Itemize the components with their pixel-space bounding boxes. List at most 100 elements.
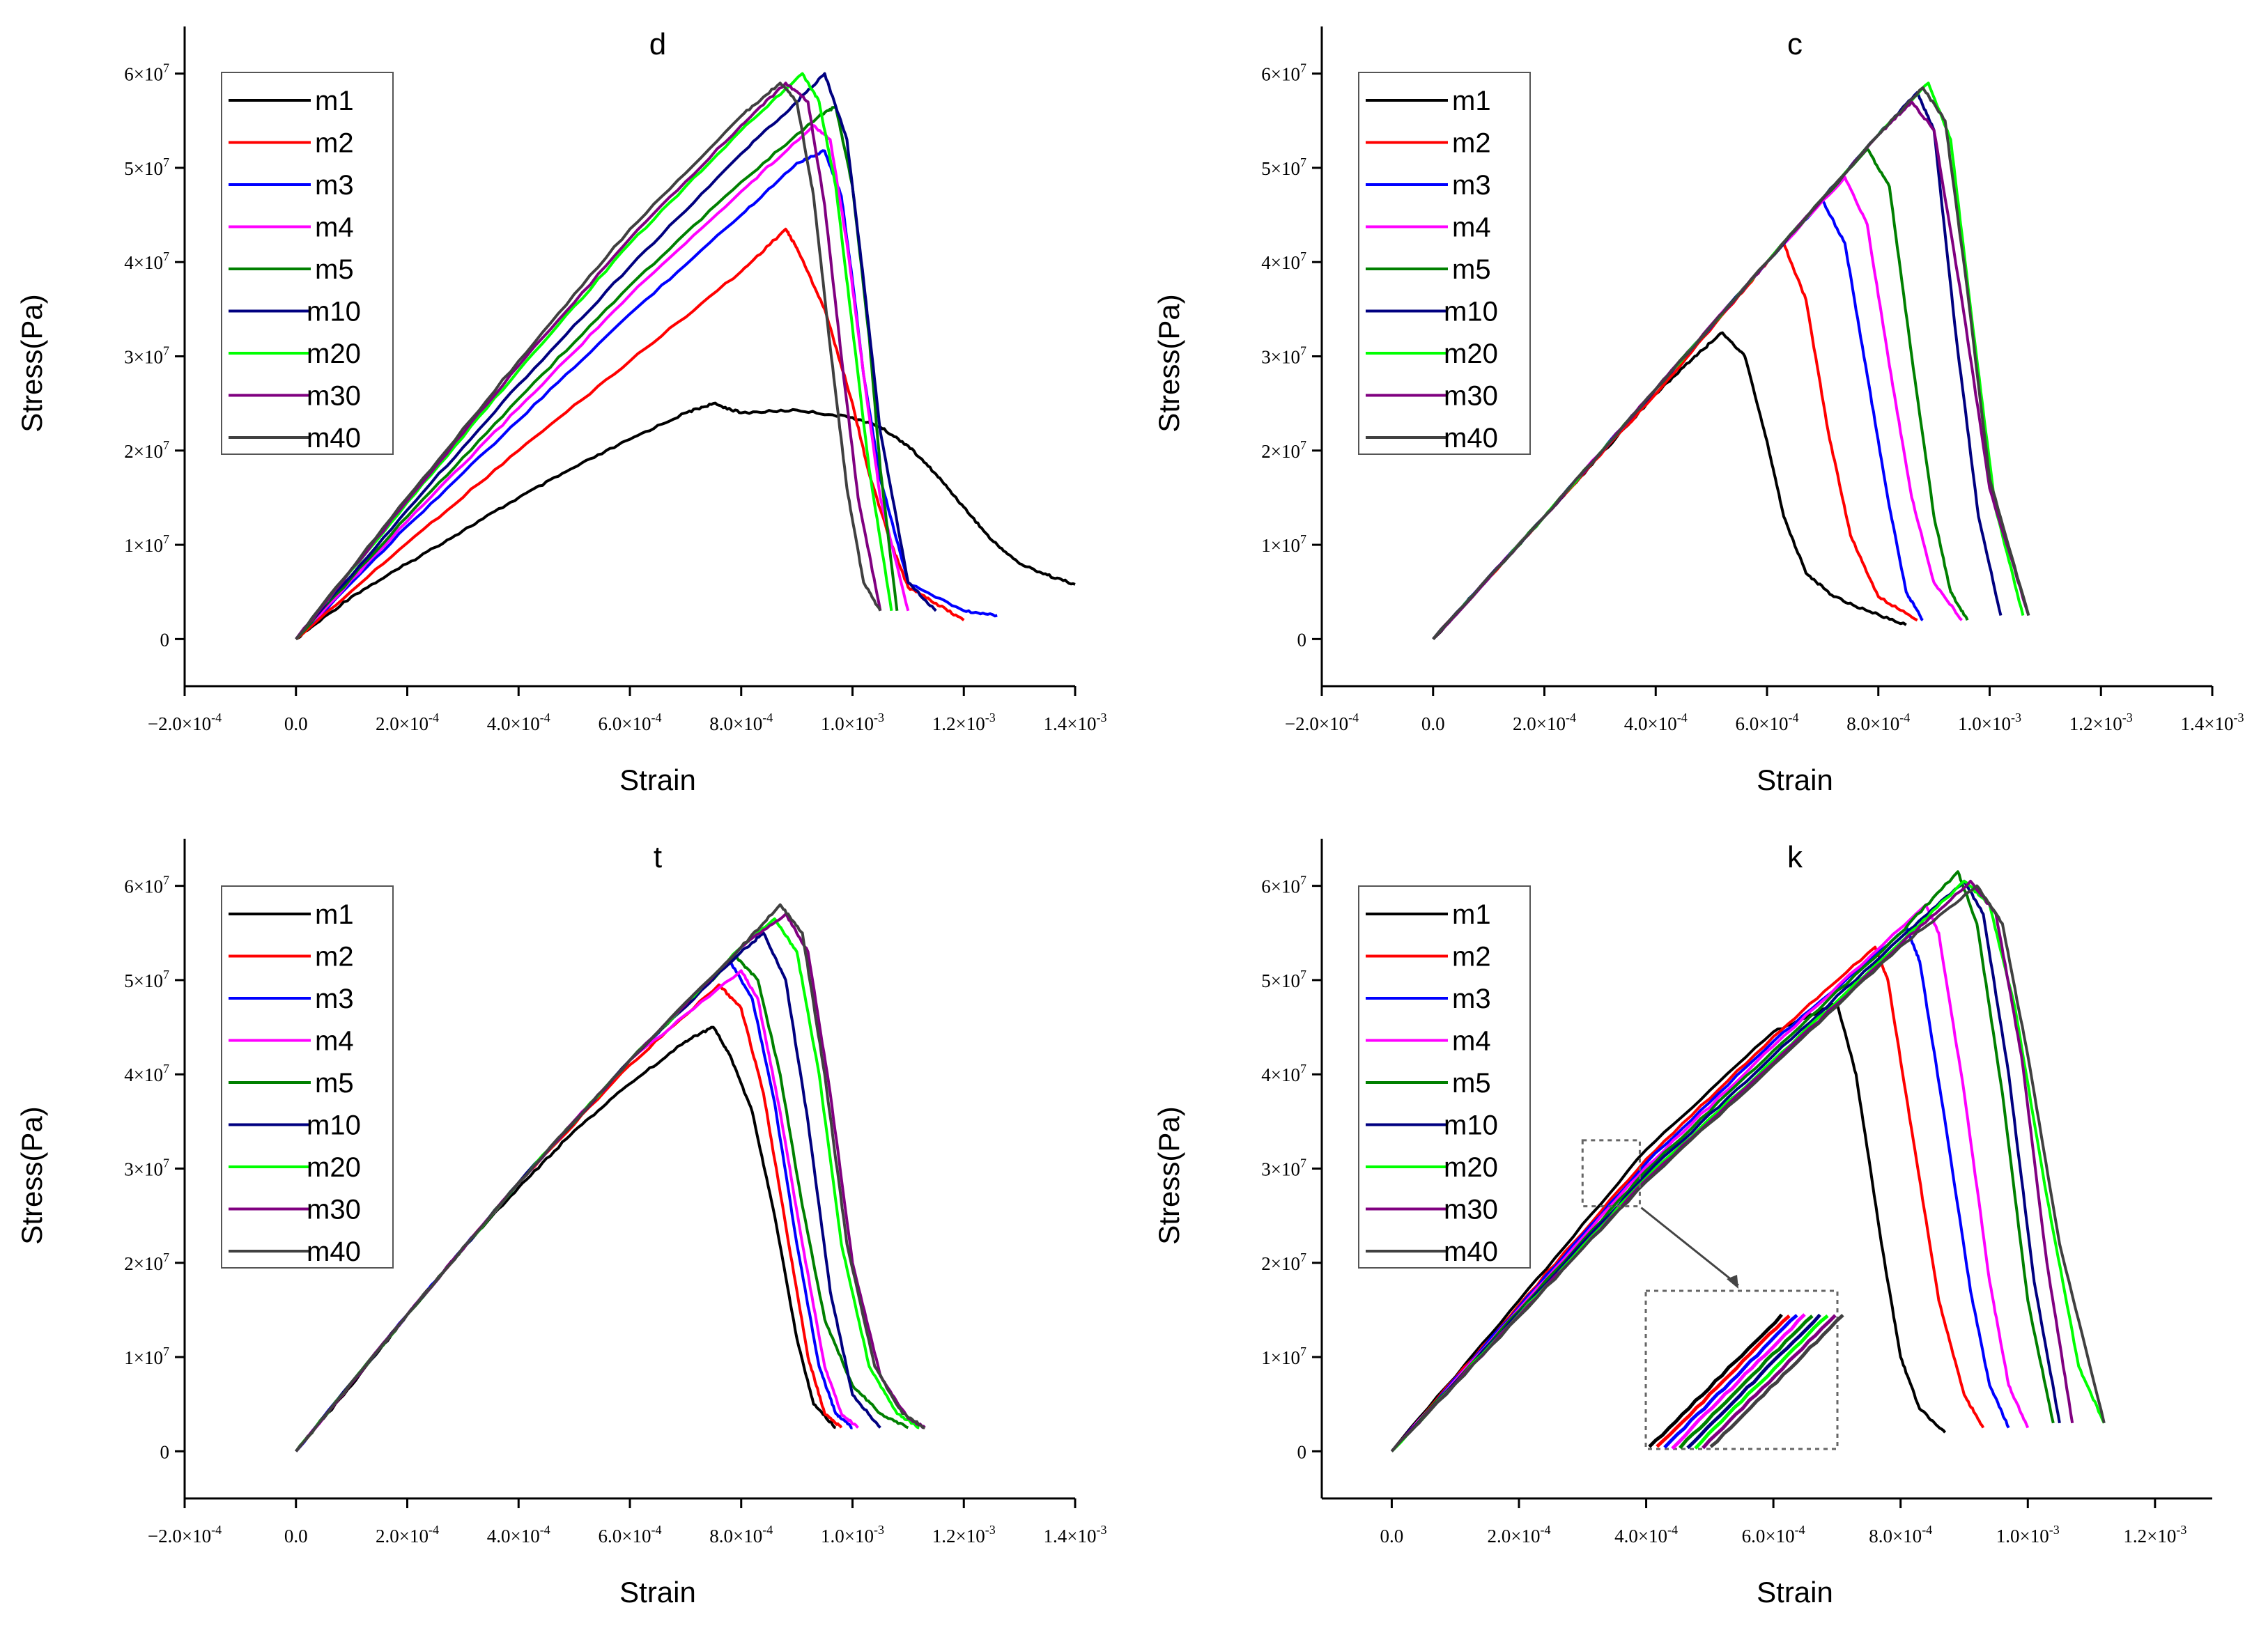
chart-panel-t: −2.0×10-4 0.0 2.0×10-4 4.0×10-4 6.0×10-4 8.0×… — [15, 839, 1106, 1608]
legend-label-m10: m10 — [307, 297, 361, 327]
legend-label-m3: m3 — [1452, 170, 1491, 201]
x-tick-label: 1.2×10-3 — [932, 1523, 996, 1546]
y-tick-label: 5×107 — [124, 155, 169, 179]
x-tick-label: 4.0×10-4 — [1614, 1523, 1678, 1546]
chart-panel-d: −2.0×10-4 0.0 2.0×10-4 4.0×10-4 6.0×10-4 8.0×… — [15, 26, 1106, 796]
x-tick-label: 8.0×10-4 — [709, 711, 773, 734]
series-line-m30 — [295, 82, 882, 640]
legend: m1 m2 m3 m4 m5 m10 m20 m30 m40 — [221, 72, 394, 455]
legend-label-m40: m40 — [307, 1236, 361, 1267]
legend-box — [221, 885, 394, 1269]
y-tick-label: 2×107 — [124, 438, 169, 462]
inset-line-m3 — [1663, 1314, 1798, 1449]
inset-line-m20 — [1694, 1314, 1829, 1450]
legend-label-m10: m10 — [1444, 297, 1498, 327]
x-tick-label: 6.0×10-4 — [599, 1523, 662, 1546]
x-axis-label: Strain — [619, 763, 696, 796]
legend-label-m20: m20 — [307, 339, 361, 369]
y-tick-label: 6×107 — [124, 874, 169, 897]
y-tick-label: 5×107 — [1261, 968, 1306, 991]
series-line-m3 — [1390, 927, 2010, 1452]
series-line-m4 — [1390, 903, 2030, 1452]
y-tick-label: 5×107 — [124, 968, 169, 991]
series-line-m40 — [295, 82, 882, 640]
y-tick-label: 6×107 — [1261, 874, 1306, 897]
y-tick-label: 1×107 — [124, 532, 169, 556]
y-axis-label: Stress(Pa) — [15, 294, 48, 432]
inset-arrow-head — [1727, 1275, 1738, 1289]
y-tick-label: 3×107 — [1261, 1156, 1306, 1180]
y-axis-label: Stress(Pa) — [1152, 1106, 1185, 1244]
inset-line-m10 — [1686, 1313, 1821, 1450]
x-tick-label: 1.0×10-3 — [1958, 711, 2021, 734]
series-line-m4 — [295, 124, 910, 640]
legend-label-m5: m5 — [1452, 254, 1491, 285]
y-tick-label: 1×107 — [124, 1344, 169, 1368]
series-line-m40 — [1390, 884, 2106, 1452]
inset-arrow — [1640, 1207, 1739, 1287]
series-line-m40 — [295, 903, 925, 1452]
x-tick-label: 2.0×10-4 — [1487, 1523, 1550, 1546]
y-tick-label: 2×107 — [1261, 438, 1306, 462]
legend-label-m30: m30 — [307, 1195, 361, 1225]
legend-label-m20: m20 — [307, 1152, 361, 1183]
legend-label-m10: m10 — [1444, 1110, 1498, 1141]
series-lines — [1432, 82, 2030, 640]
y-tick-label: 3×107 — [124, 344, 169, 368]
legend-label-m2: m2 — [1452, 128, 1491, 159]
panel-title: d — [649, 27, 666, 61]
legend-label-m4: m4 — [1452, 212, 1491, 243]
legend-label-m20: m20 — [1444, 339, 1498, 369]
legend-label-m30: m30 — [307, 381, 361, 412]
panel-title: t — [654, 840, 662, 874]
x-tick-label: 8.0×10-4 — [1846, 711, 1910, 734]
inset-source-box — [1581, 1139, 1641, 1208]
series-line-m1 — [1390, 1002, 1947, 1452]
y-axis-label: Stress(Pa) — [1152, 294, 1185, 432]
y-tick-label: 6×107 — [1261, 61, 1306, 85]
y-tick-label: 5×107 — [1261, 155, 1306, 179]
x-tick-label: 4.0×10-4 — [487, 711, 550, 734]
y-tick-label: 4×107 — [124, 249, 169, 273]
legend-label-m1: m1 — [315, 86, 354, 116]
series-line-m1 — [295, 401, 1076, 641]
series-line-m5 — [1390, 870, 2055, 1452]
legend-label-m2: m2 — [1452, 942, 1491, 972]
legend-label-m2: m2 — [315, 128, 354, 159]
x-tick-label: 1.0×10-3 — [821, 711, 884, 734]
y-tick-label: 0 — [1297, 1441, 1307, 1462]
legend-label-m1: m1 — [315, 899, 354, 930]
x-tick-label: −2.0×10-4 — [1285, 711, 1359, 734]
series-lines — [295, 72, 1076, 641]
y-tick-label: 3×107 — [1261, 344, 1306, 368]
y-tick-label: 1×107 — [1261, 532, 1306, 556]
legend-label-m2: m2 — [315, 942, 354, 972]
legend-label-m40: m40 — [1444, 1236, 1498, 1267]
x-tick-label: 1.4×10-3 — [1044, 711, 1107, 734]
x-tick-label: 1.4×10-3 — [1044, 1523, 1107, 1546]
series-line-m5 — [295, 105, 899, 640]
legend-label-m5: m5 — [1452, 1068, 1491, 1099]
legend-label-m10: m10 — [307, 1110, 361, 1141]
y-tick-label: 4×107 — [1261, 1062, 1306, 1085]
x-tick-label: 0.0 — [1380, 1526, 1404, 1546]
x-tick-label: 0.0 — [1421, 713, 1445, 734]
panel-title: k — [1787, 840, 1803, 874]
x-tick-label: 2.0×10-4 — [376, 711, 439, 734]
series-line-m2 — [295, 227, 965, 640]
chart-panel-k: 0.0 2.0×10-4 4.0×10-4 6.0×10-4 8.0×10-4 1.0×1… — [1152, 839, 2212, 1608]
y-tick-label: 0 — [160, 1441, 170, 1462]
series-lines — [1390, 870, 2106, 1452]
inset-line-m1 — [1648, 1313, 1783, 1448]
x-axis-label: Strain — [1757, 763, 1833, 796]
inset-line-m30 — [1702, 1314, 1837, 1450]
legend-label-m1: m1 — [1452, 86, 1491, 116]
x-tick-label: −2.0×10-4 — [148, 1523, 222, 1546]
legend-label-m4: m4 — [1452, 1026, 1491, 1057]
legend-label-m5: m5 — [315, 1068, 354, 1099]
legend-label-m40: m40 — [307, 423, 361, 453]
y-tick-label: 4×107 — [124, 1062, 169, 1085]
legend-label-m20: m20 — [1444, 1152, 1498, 1183]
x-tick-label: 2.0×10-4 — [1513, 711, 1576, 734]
